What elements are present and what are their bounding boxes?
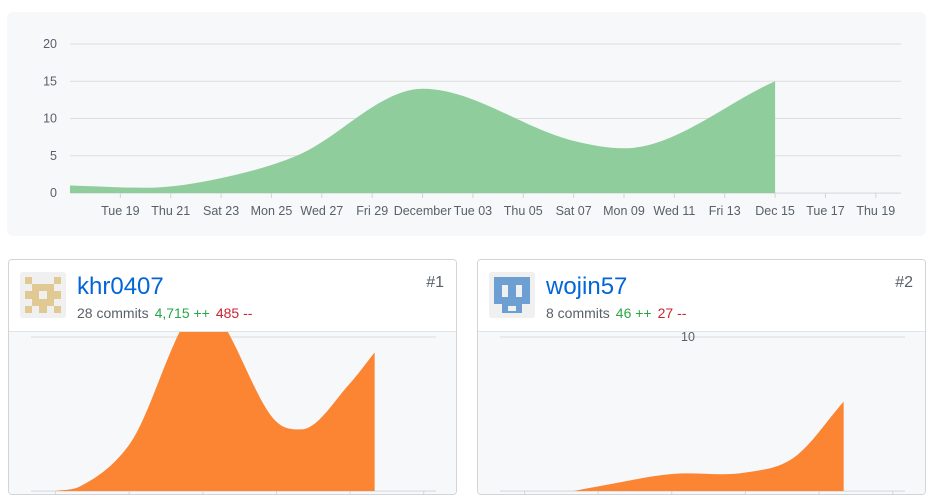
contributor-chart-svg: Tue 19Mon 25DecemberSat 07Fri 13Thu 19 [31, 332, 436, 494]
x-tick-label: Fri 13 [709, 204, 741, 218]
contributor-rank: #1 [426, 274, 444, 291]
x-tick-label: Tue 17 [806, 204, 845, 218]
y-tick-label: 0 [50, 186, 57, 200]
additions-count: 4,715 ++ [154, 305, 210, 321]
contributor-header: wojin57 8 commits 46 ++ 27 -- #2 [478, 260, 925, 332]
contributor-card: wojin57 8 commits 46 ++ 27 -- #2 10Tue 19M… [477, 259, 926, 495]
x-tick-label: Fri 29 [356, 204, 388, 218]
y-tick-label: 15 [43, 74, 57, 88]
contributor-stats: 28 commits 4,715 ++ 485 -- [77, 304, 252, 322]
x-tick-label: Tue 03 [454, 204, 493, 218]
series-area [70, 81, 776, 193]
avatar[interactable] [489, 272, 535, 318]
y-tick-label: 10 [681, 332, 695, 344]
x-tick-label: Thu 05 [504, 204, 543, 218]
commit-count[interactable]: 8 commits [546, 305, 610, 321]
series-area [573, 401, 844, 491]
deletions-count: 485 -- [215, 305, 253, 321]
x-tick-label: Thu 21 [151, 204, 190, 218]
contributor-stats: 8 commits 46 ++ 27 -- [546, 304, 686, 322]
contributor-card: khr0407 28 commits 4,715 ++ 485 -- #1 Tue … [8, 259, 457, 495]
x-tick-label: Wed 11 [653, 204, 695, 218]
x-tick-label: Wed 27 [300, 204, 343, 218]
contributor-username-link[interactable]: wojin57 [546, 273, 628, 300]
identicon-khr0407 [20, 272, 66, 318]
x-tick-label: Mon 09 [603, 204, 645, 218]
identicon-wojin57 [489, 272, 535, 318]
deletions-count: 27 -- [657, 305, 687, 321]
x-tick-label: Sat 23 [203, 204, 239, 218]
y-tick-label: 20 [43, 37, 57, 51]
y-tick-label: 10 [43, 112, 57, 126]
x-tick-label: Thu 19 [856, 204, 895, 218]
contributor-chart: Tue 19Mon 25DecemberSat 07Fri 13Thu 19 [9, 332, 456, 494]
contributor-username-link[interactable]: khr0407 [77, 273, 164, 300]
contributor-header: khr0407 28 commits 4,715 ++ 485 -- #1 [9, 260, 456, 332]
commits-over-time-chart: 0 5 10 15 20 Tue 19 Thu 21 Sat 23 Mon 25 Wed 27 Fr… [7, 12, 926, 236]
x-tick-label: Sat 07 [556, 204, 592, 218]
additions-count: 46 ++ [615, 305, 652, 321]
main-chart-svg: 0 5 10 15 20 Tue 19 Thu 21 Sat 23 Mon 25 Wed 27 Fr… [43, 37, 901, 218]
series-area [55, 332, 375, 491]
contributor-chart: 10Tue 19Mon 25DecemberSat 07Fri 13Thu 19 [478, 332, 925, 494]
commit-count[interactable]: 28 commits [77, 305, 149, 321]
contributor-rank: #2 [895, 274, 913, 291]
avatar[interactable] [20, 272, 66, 318]
x-tick-label: Mon 25 [251, 204, 293, 218]
x-tick-label: Tue 19 [101, 204, 140, 218]
y-tick-label: 5 [50, 149, 57, 163]
x-tick-label: December [394, 204, 452, 218]
contributor-chart-svg: 10Tue 19Mon 25DecemberSat 07Fri 13Thu 19 [500, 332, 905, 494]
x-tick-label: Dec 15 [755, 204, 795, 218]
